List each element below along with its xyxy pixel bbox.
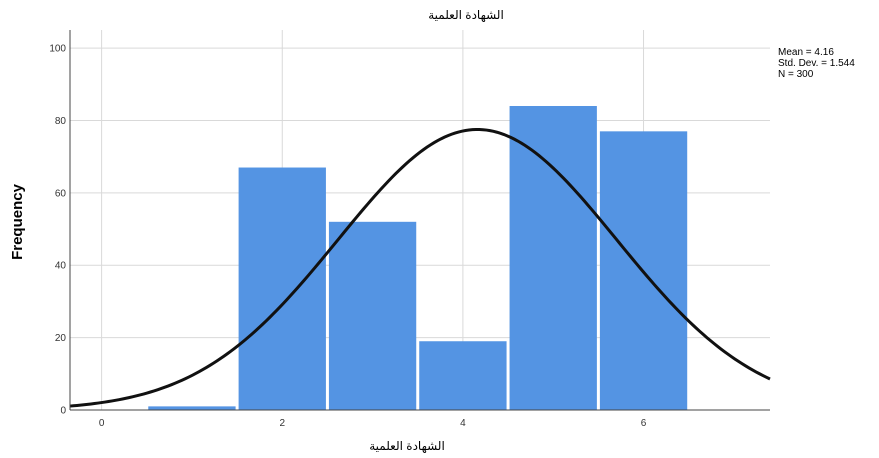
histogram-bar xyxy=(509,106,597,410)
y-tick-label: 40 xyxy=(55,261,67,272)
histogram-bars xyxy=(148,106,688,411)
stats-std-dev: Std. Dev. = 1.544 xyxy=(778,58,855,69)
histogram-bar xyxy=(328,221,417,410)
histogram-bar xyxy=(238,167,326,410)
x-axis-label: الشهادة العلمية xyxy=(369,439,445,453)
x-tick-label: 4 xyxy=(460,418,466,429)
x-tick-label: 2 xyxy=(279,418,285,429)
y-axis-label: Frequency xyxy=(9,183,26,260)
y-tick-label: 100 xyxy=(49,44,66,55)
stats-legend: Mean = 4.16 Std. Dev. = 1.544 N = 300 xyxy=(778,47,855,80)
axes xyxy=(69,30,770,411)
chart-title: الشهادة العلمية xyxy=(428,8,504,22)
stats-mean: Mean = 4.16 xyxy=(778,47,834,58)
histogram-bar xyxy=(419,341,507,410)
y-tick-label: 60 xyxy=(55,188,67,199)
normal-curve xyxy=(69,127,771,408)
y-tick-label: 20 xyxy=(55,333,67,344)
x-tick-label: 0 xyxy=(99,418,105,429)
x-tick-label: 6 xyxy=(641,418,647,429)
tick-labels: 0 20 40 60 80 100 0 2 4 6 xyxy=(49,44,646,429)
histogram-bar xyxy=(148,406,236,410)
y-tick-label: 80 xyxy=(55,116,67,127)
y-tick-label: 0 xyxy=(60,406,66,417)
stats-n: N = 300 xyxy=(778,69,814,80)
